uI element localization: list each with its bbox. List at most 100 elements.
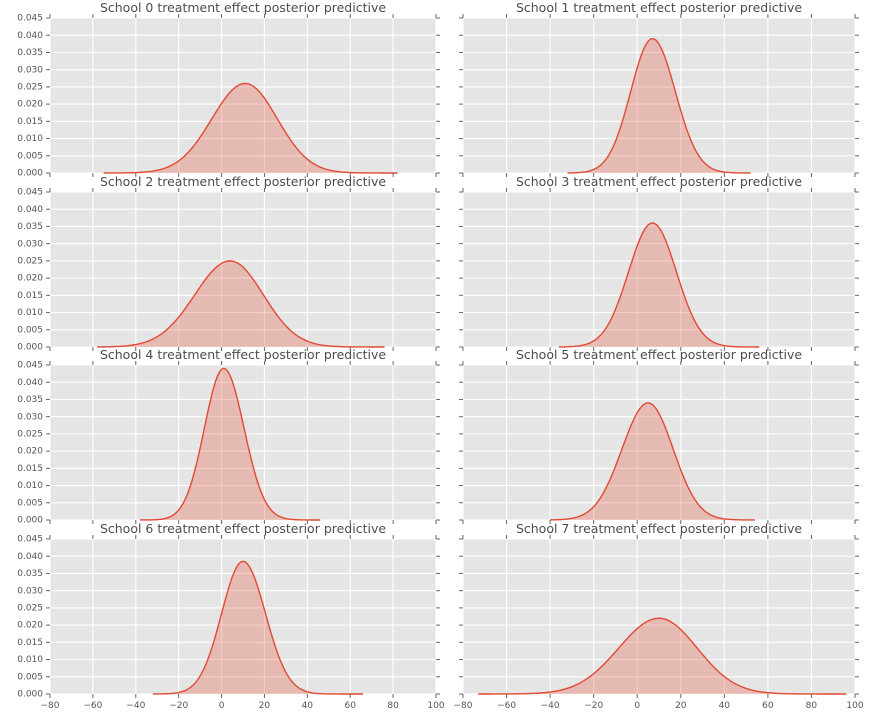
kde-curve [140,367,321,521]
y-tick-label: 0.030 [17,586,43,596]
kde-curve [478,617,847,695]
x-tick-label: 80 [806,701,818,711]
kde-curve [558,222,760,348]
x-tick-label: 100 [846,701,863,711]
y-tick-label: 0.045 [17,188,43,198]
kde-area [558,223,760,347]
subplot-school-3: School 3 treatment effect posterior pred… [459,174,859,351]
x-tick-label: −60 [497,701,516,711]
plot-title-school-4: School 4 treatment effect posterior pred… [99,347,387,362]
y-tick-label: 0.040 [17,552,43,562]
kde-plot-school-7: −80 −60 −40 −20 0 20 40 60 80 100 [454,535,864,711]
plot-background [50,18,436,173]
x-tick-label: −60 [83,701,102,711]
kde-plot-school-6: 0.000 0.005 0.010 0.015 0.020 0.025 0.030 0.035… [17,535,445,711]
kde-curve [97,260,385,348]
y-tick-label: 0.020 [17,621,43,631]
y-tick-label: 0.015 [17,117,43,127]
y-tick-label: 0.000 [17,690,43,700]
kde-area [97,260,385,347]
plot-background [50,192,436,347]
subplot-school-1: School 1 treatment effect posterior pred… [459,0,859,177]
y-tick-label: 0.030 [17,65,43,75]
x-tick-label: −80 [454,701,473,711]
x-tick-label: 100 [427,701,444,711]
y-tick-label: 0.000 [17,343,43,353]
plot-title-school-1: School 1 treatment effect posterior pred… [515,0,803,15]
y-tick-label: 0.045 [17,361,43,371]
y-tick-label: 0.035 [17,222,43,232]
kde-curve [550,402,755,521]
x-tick-label: −20 [169,701,188,711]
y-tick-label: 0.010 [17,134,43,144]
y-tick-label: 0.010 [17,655,43,665]
y-tick-label: 0.040 [17,378,43,388]
kde-area [478,618,847,694]
kde-plot-school-5 [459,361,859,524]
y-tick-label: 0.035 [17,48,43,58]
y-tick-label: 0.000 [17,516,43,526]
y-tick-label: 0.020 [17,447,43,457]
kde-plot-school-3 [459,188,859,351]
y-tick-label: 0.010 [17,481,43,491]
y-tick-label: 0.030 [17,412,43,422]
x-tick-label: −40 [541,701,560,711]
x-tick-label: 20 [675,701,687,711]
y-tick-label: 0.005 [17,325,43,335]
kde-plot-school-1 [459,14,859,177]
y-tick-label: 0.015 [17,638,43,648]
x-tick-label: −80 [41,701,60,711]
x-tick-label: 0 [219,701,225,711]
x-tick-label: 80 [387,701,399,711]
x-tick-label: −40 [126,701,145,711]
subplot-school-2: School 2 treatment effect posterior pred… [17,174,440,353]
y-tick-label: 0.015 [17,464,43,474]
subplot-school-4: School 4 treatment effect posterior pred… [17,347,440,526]
kde-area [103,83,398,173]
y-tick-label: 0.025 [17,257,43,267]
kde-curve [567,37,751,174]
plot-title-school-3: School 3 treatment effect posterior pred… [515,174,803,189]
y-tick-label: 0.005 [17,151,43,161]
kde-area [550,402,755,520]
y-tick-label: 0.035 [17,395,43,405]
plot-background [50,365,436,520]
kde-area [140,368,321,520]
x-tick-label: 20 [259,701,271,711]
y-tick-label: 0.025 [17,430,43,440]
plot-title-school-5: School 5 treatment effect posterior pred… [515,347,803,362]
y-tick-label: 0.020 [17,100,43,110]
plot-title-school-6: School 6 treatment effect posterior pred… [99,521,387,536]
plot-background [463,192,855,347]
subplot-school-6: School 6 treatment effect posterior pred… [17,521,445,711]
x-tick-label: 40 [719,701,731,711]
plot-background [463,539,855,694]
kde-area [567,38,751,174]
y-tick-label: 0.005 [17,672,43,682]
x-tick-label: 60 [762,701,774,711]
plot-title-school-2: School 2 treatment effect posterior pred… [99,174,387,189]
y-tick-label: 0.035 [17,569,43,579]
plot-background [463,365,855,520]
y-tick-label: 0.045 [17,535,43,545]
y-tick-label: 0.040 [17,205,43,215]
y-tick-label: 0.030 [17,239,43,249]
plot-title-school-0: School 0 treatment effect posterior pred… [99,0,387,15]
plot-background [50,539,436,694]
kde-curve [103,82,398,174]
kde-plot-school-2: 0.000 0.005 0.010 0.015 0.020 0.025 0.030 0.035… [17,188,440,353]
y-tick-label: 0.015 [17,291,43,301]
kde-plot-school-0: 0.000 0.005 0.010 0.015 0.020 0.025 0.030 0.035… [17,14,440,179]
x-tick-label: 40 [302,701,314,711]
y-tick-label: 0.000 [17,169,43,179]
kde-area [152,561,364,694]
x-tick-label: 60 [344,701,356,711]
subplot-school-7: School 7 treatment effect posterior pred… [454,521,864,711]
y-tick-label: 0.010 [17,308,43,318]
y-tick-label: 0.025 [17,604,43,614]
kde-curve [152,560,364,695]
kde-plot-school-4: 0.000 0.005 0.010 0.015 0.020 0.025 0.030 0.035… [17,361,440,526]
subplot-school-0: School 0 treatment effect posterior pred… [17,0,440,179]
subplot-school-5: School 5 treatment effect posterior pred… [459,347,859,524]
